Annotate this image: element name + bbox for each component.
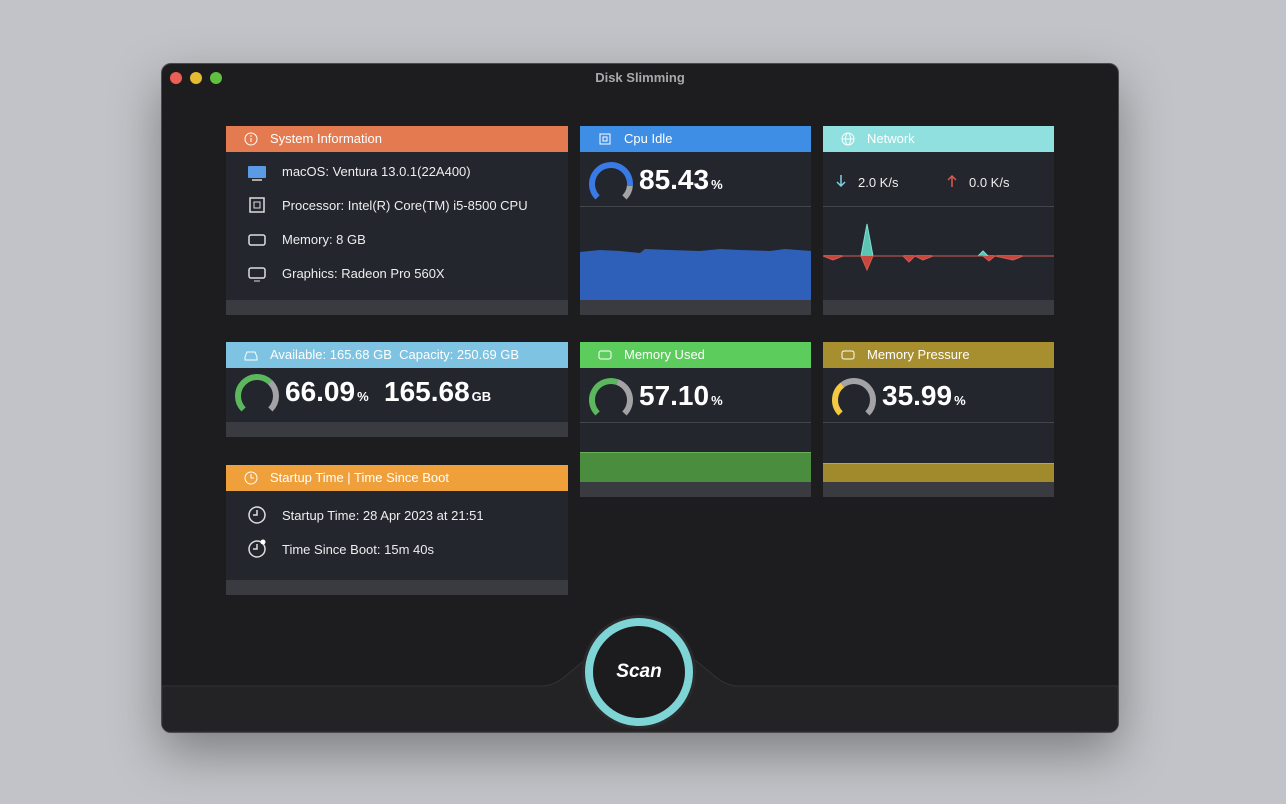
divider (580, 422, 811, 423)
panel-title: Network (867, 131, 915, 146)
metric-unit: % (711, 177, 723, 192)
metric-unit: % (954, 393, 966, 408)
panel-title: Cpu Idle (624, 131, 673, 146)
metric: 66.09% (285, 376, 369, 408)
download-icon (836, 175, 846, 188)
gauge (589, 378, 633, 416)
metric: 85.43% (639, 164, 723, 196)
system-info-panel: System Information macOS: Ventura 13.0.1… (226, 126, 568, 315)
panel-header: System Information (226, 126, 568, 152)
divider (823, 422, 1054, 423)
metric-value: 165.68 (384, 376, 470, 407)
metric-value: 85.43 (639, 164, 710, 195)
gauge-fill (235, 374, 273, 412)
panel-header: Startup Time | Time Since Boot (226, 465, 568, 491)
gauge (589, 162, 633, 200)
network-history (823, 223, 1054, 272)
gauge-track (840, 378, 876, 416)
panel-title: Available: 165.68 GB Capacity: 250.69 GB (270, 347, 520, 362)
panel-footer (823, 300, 1054, 315)
memory-history (580, 452, 811, 482)
startup-panel: Startup Time | Time Since Boot Startup T… (226, 465, 568, 595)
cpu-panel: Cpu Idle 85.43% (580, 126, 811, 315)
window-title: Disk Slimming (595, 70, 685, 85)
panel-title: Startup Time | Time Since Boot (270, 470, 449, 485)
info-row: Graphics: Radeon Pro 560X (282, 266, 445, 281)
metric-value: 66.09 (285, 376, 356, 407)
metric: 165.68 GB (384, 376, 491, 408)
pressure-history (823, 463, 1054, 482)
close-button[interactable] (170, 72, 182, 84)
icons (248, 506, 266, 558)
divider (580, 206, 811, 207)
cpu-history (580, 249, 811, 300)
scan-button[interactable]: Scan (585, 618, 693, 726)
info-row: Processor: Intel(R) Core(TM) i5-8500 CPU (282, 198, 528, 213)
metric-value: 35.99 (882, 380, 953, 411)
panel-header: Memory Used (580, 342, 811, 368)
panel-header: Memory Pressure (823, 342, 1054, 368)
panel-footer (823, 482, 1054, 497)
divider (823, 206, 1054, 207)
panel-title: System Information (270, 131, 382, 146)
zoom-button[interactable] (210, 72, 222, 84)
memory-pressure-panel: Memory Pressure 35.99% (823, 342, 1054, 497)
memory-used-panel: Memory Used 57.10% (580, 342, 811, 497)
disk-panel: Available: 165.68 GB Capacity: 250.69 GB… (226, 342, 568, 437)
gauge (235, 374, 279, 412)
panel-footer (226, 422, 568, 437)
info-row: macOS: Ventura 13.0.1(22A400) (282, 164, 471, 179)
panel-title: Memory Used (624, 347, 705, 362)
panel-header: Available: 165.68 GB Capacity: 250.69 GB (226, 342, 568, 368)
gauge-track (616, 379, 633, 416)
icons (248, 166, 266, 282)
metric-unit: GB (471, 389, 492, 404)
gauge-fill (832, 382, 845, 416)
network-panel: Network 2.0 K/s 0.0 K/s (823, 126, 1054, 315)
gauge-track (267, 380, 279, 412)
info-row: Time Since Boot: 15m 40s (282, 542, 434, 557)
metric-unit: % (711, 393, 723, 408)
gauge-fill (589, 162, 633, 200)
panel-footer (226, 300, 568, 315)
metric-unit: % (357, 389, 369, 404)
panel-header: Network (823, 126, 1054, 152)
panel-title: Memory Pressure (867, 347, 970, 362)
upload-rate: 0.0 K/s (969, 175, 1010, 190)
gauge-track (622, 185, 633, 200)
metric: 57.10% (639, 380, 723, 412)
panel-header: Cpu Idle (580, 126, 811, 152)
info-row: Memory: 8 GB (282, 232, 366, 247)
panel-footer (580, 300, 811, 315)
download-rate: 2.0 K/s (858, 175, 899, 190)
gauge (832, 378, 876, 416)
metric-value: 57.10 (639, 380, 710, 411)
panel-footer (226, 580, 568, 595)
upload-icon (947, 174, 957, 187)
metric: 35.99% (882, 380, 966, 412)
panel-footer (580, 482, 811, 497)
info-row: Startup Time: 28 Apr 2023 at 21:51 (282, 508, 484, 523)
minimize-button[interactable] (190, 72, 202, 84)
gauge-fill (589, 378, 619, 416)
